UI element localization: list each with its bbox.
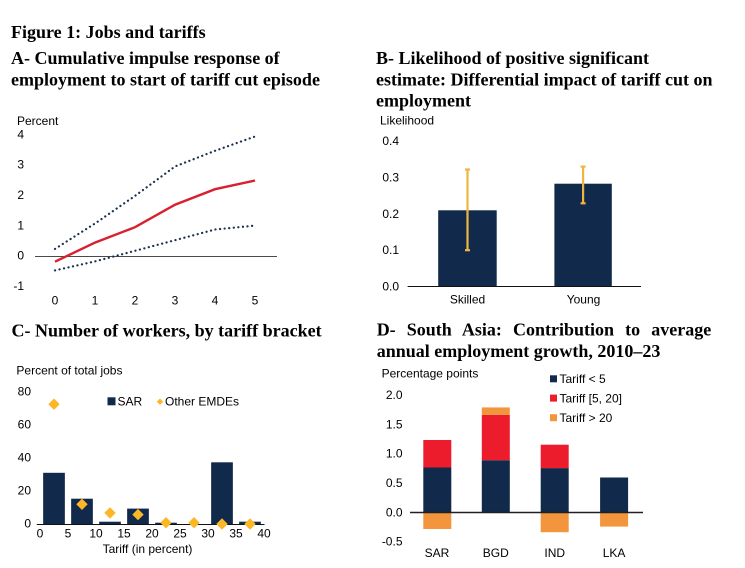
svg-text:Likelihood: Likelihood bbox=[380, 114, 434, 128]
svg-text:0.4: 0.4 bbox=[382, 134, 399, 148]
svg-text:0: 0 bbox=[17, 249, 24, 263]
svg-text:5: 5 bbox=[65, 526, 72, 540]
svg-text:25: 25 bbox=[173, 526, 187, 540]
svg-text:Tariff (in percent): Tariff (in percent) bbox=[103, 542, 193, 556]
svg-text:30: 30 bbox=[201, 526, 215, 540]
svg-text:0.1: 0.1 bbox=[382, 243, 399, 257]
svg-text:1: 1 bbox=[92, 293, 99, 307]
svg-text:1.0: 1.0 bbox=[386, 447, 403, 461]
svg-text:LKA: LKA bbox=[603, 546, 626, 560]
svg-text:20: 20 bbox=[18, 484, 32, 498]
svg-text:Percent of total jobs: Percent of total jobs bbox=[16, 364, 122, 378]
svg-text:0: 0 bbox=[24, 517, 31, 531]
svg-text:SAR: SAR bbox=[118, 395, 143, 409]
svg-text:employment to start of tariff: employment to start of tariff cut episod… bbox=[11, 69, 320, 89]
svg-text:IND: IND bbox=[544, 546, 565, 560]
svg-text:Percent: Percent bbox=[17, 114, 59, 128]
svg-text:0.0: 0.0 bbox=[386, 505, 403, 519]
svg-text:1: 1 bbox=[17, 218, 24, 232]
svg-text:60: 60 bbox=[18, 418, 32, 432]
svg-text:employment: employment bbox=[376, 91, 471, 111]
svg-text:1.5: 1.5 bbox=[386, 418, 403, 432]
svg-text:Tariff [5, 20]: Tariff [5, 20] bbox=[560, 391, 622, 405]
svg-text:0: 0 bbox=[52, 293, 59, 307]
svg-text:20: 20 bbox=[145, 526, 159, 540]
svg-text:A- Cumulative impulse response: A- Cumulative impulse response of bbox=[11, 48, 281, 68]
svg-text:Other EMDEs: Other EMDEs bbox=[165, 395, 239, 409]
svg-text:15: 15 bbox=[117, 526, 131, 540]
svg-text:2: 2 bbox=[17, 188, 24, 202]
svg-text:C- Number of workers, by tarif: C- Number of workers, by tariff bracket bbox=[12, 321, 322, 341]
svg-text:SAR: SAR bbox=[425, 546, 450, 560]
svg-text:40: 40 bbox=[257, 526, 271, 540]
svg-text:5: 5 bbox=[252, 293, 259, 307]
svg-text:D- South Asia: Contribution to: D- South Asia: Contribution to average bbox=[377, 320, 712, 340]
svg-text:Tariff < 5: Tariff < 5 bbox=[560, 372, 606, 386]
svg-text:3: 3 bbox=[17, 158, 24, 172]
svg-text:estimate: Differential impact: estimate: Differential impact of tariff … bbox=[376, 69, 713, 89]
svg-text:-0.5: -0.5 bbox=[382, 535, 403, 549]
svg-text:35: 35 bbox=[229, 526, 243, 540]
svg-text:80: 80 bbox=[18, 385, 32, 399]
svg-text:annual employment growth, 2010: annual employment growth, 2010–23 bbox=[377, 341, 661, 361]
svg-text:0.5: 0.5 bbox=[386, 476, 403, 490]
svg-text:0: 0 bbox=[37, 526, 44, 540]
svg-text:4: 4 bbox=[212, 293, 219, 307]
svg-text:2.0: 2.0 bbox=[386, 388, 403, 402]
svg-text:Figure 1: Jobs and tariffs: Figure 1: Jobs and tariffs bbox=[11, 22, 206, 42]
svg-text:B- Likelihood of positive sign: B- Likelihood of positive significant bbox=[376, 48, 649, 68]
svg-text:Skilled: Skilled bbox=[450, 292, 485, 306]
svg-text:0.3: 0.3 bbox=[382, 171, 399, 185]
svg-text:Tariff > 20: Tariff > 20 bbox=[560, 411, 613, 425]
svg-text:2: 2 bbox=[132, 293, 139, 307]
svg-text:3: 3 bbox=[172, 293, 179, 307]
svg-text:-1: -1 bbox=[13, 279, 24, 293]
svg-text:0.2: 0.2 bbox=[382, 207, 399, 221]
svg-text:0.0: 0.0 bbox=[382, 280, 399, 294]
svg-text:Percentage points: Percentage points bbox=[382, 367, 479, 381]
svg-text:Young: Young bbox=[567, 292, 601, 306]
svg-text:10: 10 bbox=[89, 526, 103, 540]
svg-text:40: 40 bbox=[18, 451, 32, 465]
svg-text:BGD: BGD bbox=[483, 546, 509, 560]
svg-text:4: 4 bbox=[17, 127, 24, 141]
